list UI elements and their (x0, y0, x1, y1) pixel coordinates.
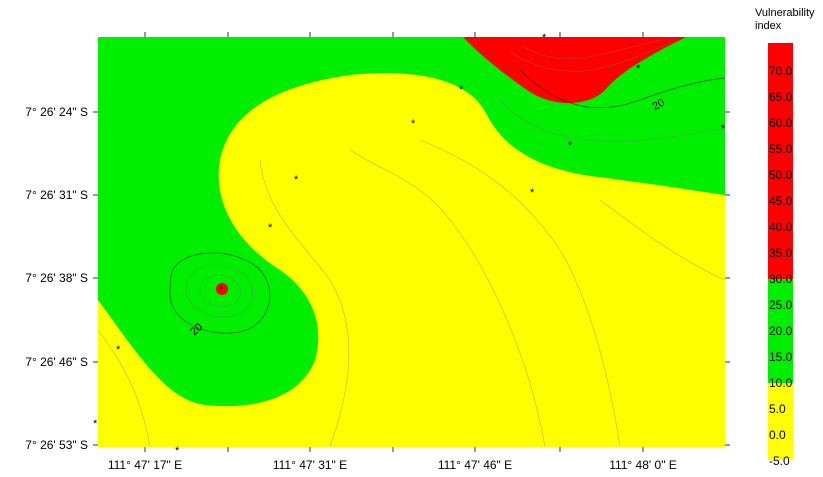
legend-level-label: 30.0 (769, 272, 793, 286)
legend: Vulnerability index 70.0 65.0 60.0 55.0 50.0… (755, 7, 815, 468)
sample-point: * (459, 84, 464, 96)
legend-level-label: 60.0 (769, 116, 793, 130)
sample-point: * (411, 118, 416, 130)
legend-level-label: 25.0 (769, 298, 793, 312)
axis-ticks (93, 32, 730, 452)
map-plot-area: 20 20 * * * * * * * * * * * * * (93, 32, 726, 457)
contour-line (185, 264, 254, 318)
high-zone (463, 37, 686, 104)
x-tick-label: 111° 47' 17" E (108, 458, 182, 472)
hotspot-zone (216, 283, 228, 295)
contour-line (199, 275, 241, 307)
sample-point: * (568, 140, 573, 152)
y-tick-label: 7° 26' 38" S (25, 271, 88, 285)
legend-band-high (768, 43, 793, 279)
medium-zone (98, 37, 725, 407)
contour-line (509, 41, 673, 72)
legend-level-label: 40.0 (769, 220, 793, 234)
y-tick-label: 7° 26' 53" S (25, 438, 88, 452)
contour-line (169, 252, 271, 334)
contour-line (599, 199, 726, 281)
x-tick-label: 111° 48' 0" E (609, 458, 677, 472)
contour-label: 20 (650, 97, 666, 113)
y-tick-label: 7° 26' 24" S (25, 105, 88, 119)
legend-labels: 70.0 65.0 60.0 55.0 50.0 45.0 40.0 35.0 30.0 25.0… (769, 64, 793, 468)
contour-line (499, 99, 726, 142)
sample-point: * (175, 445, 180, 457)
sample-point: * (268, 222, 273, 234)
sample-point: * (93, 418, 98, 430)
legend-level-label: 45.0 (769, 194, 793, 208)
legend-title: index (755, 20, 782, 32)
legend-level-label: 70.0 (769, 64, 793, 78)
y-tick-label: 7° 26' 31" S (25, 188, 88, 202)
legend-band-low (768, 383, 793, 459)
legend-level-label: 5.0 (769, 402, 786, 416)
sample-point: * (294, 174, 299, 186)
contour-line (259, 159, 350, 448)
sample-point: * (530, 187, 535, 199)
legend-level-label: 35.0 (769, 246, 793, 260)
sample-point: * (721, 123, 726, 135)
x-tick-label: 111° 47' 31" E (273, 458, 347, 472)
x-axis-labels: 111° 47' 17" E 111° 47' 31" E 111° 47' 4… (108, 458, 677, 472)
legend-level-label: 20.0 (769, 324, 793, 338)
contour-line (519, 39, 661, 60)
sample-point: * (636, 63, 641, 75)
legend-level-label: 0.0 (769, 428, 786, 442)
sample-point: * (542, 32, 547, 44)
sample-point: * (219, 284, 224, 296)
legend-level-label: 10.0 (769, 376, 793, 390)
legend-level-label: 65.0 (769, 90, 793, 104)
legend-level-label: 55.0 (769, 142, 793, 156)
legend-level-label: -5.0 (769, 454, 790, 468)
contour-line (349, 149, 546, 448)
contour-line (519, 69, 726, 109)
sample-points: * * * * * * * * * * * * * (93, 32, 726, 457)
legend-level-label: 15.0 (769, 350, 793, 364)
sample-point: * (116, 344, 121, 356)
contour-line (97, 329, 151, 448)
legend-title: Vulnerability (755, 7, 815, 19)
legend-band-medium (768, 279, 793, 383)
x-tick-label: 111° 47' 46" E (438, 458, 512, 472)
contour-line (419, 139, 621, 448)
y-axis-labels: 7° 26' 24" S 7° 26' 31" S 7° 26' 38" S 7… (25, 105, 88, 452)
y-tick-label: 7° 26' 46" S (25, 355, 88, 369)
legend-level-label: 50.0 (769, 168, 793, 182)
